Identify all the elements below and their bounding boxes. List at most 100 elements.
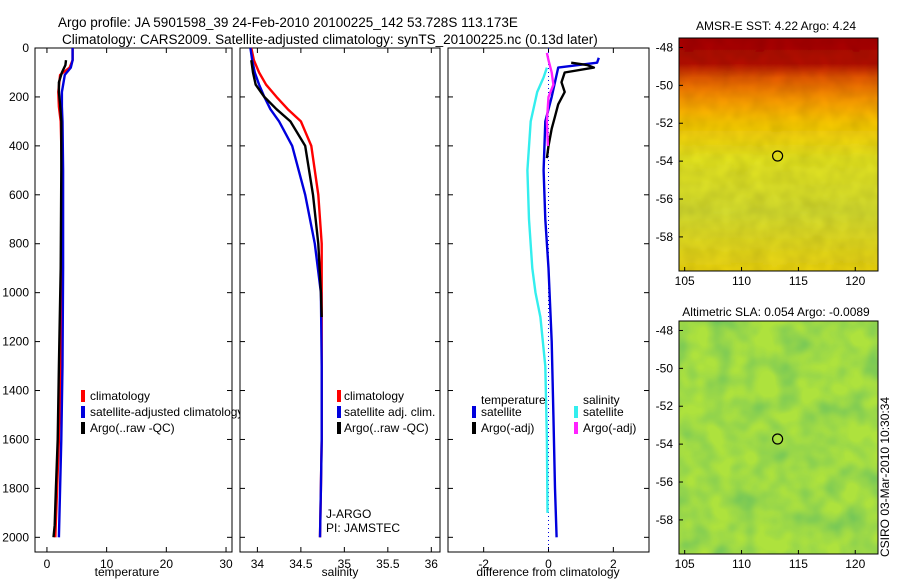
x-tick-label: 34.5: [289, 557, 313, 571]
sla-map-axes: 105 110 115 120 -48 -50 -52 -54 -56 -58: [656, 323, 866, 571]
map-x-tick-label: 110: [732, 557, 751, 571]
legend-swatch-satellite: [81, 406, 85, 418]
legend-swatch-salinity-satellite: [574, 406, 578, 418]
sla-map-frame: [678, 320, 879, 555]
temperature-x-axis: 0 10 20 30: [44, 48, 233, 571]
series-line-temperature-argo-adj: [545, 61, 596, 159]
legend-swatch-salinity-argo: [574, 422, 578, 434]
float-program-label: J-ARGO: [326, 507, 371, 521]
temperature-profile-lines: [52, 48, 74, 538]
temperature-legend: climatology satellite-adjusted climatolo…: [81, 389, 243, 435]
legend-climatology-label: climatology: [344, 389, 404, 403]
legend-climatology-label: climatology: [90, 389, 150, 403]
x-tick-label: 20: [160, 557, 174, 571]
x-tick-label: 35: [338, 557, 352, 571]
x-tick-label: 35.5: [376, 557, 400, 571]
salinity-x-axis: 34 34.5 35 35.5 36: [240, 47, 440, 571]
series-line-salinity-satellite: [526, 67, 549, 513]
legend-swatch-climatology: [81, 390, 85, 402]
series-line-argo-raw-qc: [52, 60, 68, 538]
legend-swatch-temperature-satellite: [472, 406, 476, 418]
y-tick-label: 800: [9, 237, 29, 251]
temperature-axes-frame: [34, 47, 233, 553]
map-x-tick-label: 120: [845, 274, 865, 288]
sst-float-location-marker: [771, 150, 784, 162]
x-tick-label: 36: [425, 557, 439, 571]
legend-salinity-argo-label: Argo(-adj): [583, 421, 636, 435]
difference-x-label: difference from climatology: [476, 565, 619, 579]
y-tick-label: 1000: [2, 286, 29, 300]
x-tick-label: -2: [478, 557, 489, 571]
salinity-profile-lines: [249, 47, 323, 538]
sst-map-axes: 105 110 115 120 -48 -50 -52 -54 -56 -58: [656, 40, 866, 288]
y-tick-label: 1800: [2, 481, 29, 495]
map-x-tick-label: 115: [789, 557, 808, 571]
legend-swatch-climatology: [337, 390, 341, 402]
sla-map-title: Altimetric SLA: 0.054 Argo: -0.0089: [682, 305, 870, 319]
legend-temperature-satellite-label: satellite: [481, 405, 522, 419]
salinity-panel: 34 34.5 35 35.5 36 salinity climatology sate…: [239, 47, 441, 579]
map-y-tick-label: -56: [656, 192, 674, 206]
legend-argo-label: Argo(..raw -QC): [344, 421, 429, 435]
sst-map-panel: AMSR-E SST: 4.22 Argo: 4.24 105 110 115 120…: [656, 19, 879, 288]
series-line-satellite-adj-clim: [249, 47, 323, 538]
sla-heatmap: [679, 321, 878, 554]
legend-argo-label: Argo(..raw -QC): [90, 421, 175, 435]
map-y-tick-label: -52: [656, 399, 674, 413]
float-pi-label: PI: JAMSTEC: [326, 521, 400, 535]
x-tick-label: 10: [100, 557, 114, 571]
sst-map-title: AMSR-E SST: 4.22 Argo: 4.24: [696, 19, 856, 33]
legend-salinity-header: salinity: [583, 393, 620, 407]
legend-swatch-satellite: [337, 406, 341, 418]
x-tick-label: 2: [610, 557, 617, 571]
difference-panel: -2 0 2 difference from climatology tempera…: [447, 47, 650, 579]
sst-heatmap: [679, 38, 878, 271]
map-x-tick-label: 110: [732, 274, 751, 288]
salinity-legend: climatology satellite adj. clim. Argo(..…: [337, 389, 435, 435]
map-x-tick-label: 105: [675, 557, 695, 571]
x-tick-label: 34: [251, 557, 265, 571]
y-tick-label: 1600: [2, 432, 29, 446]
map-y-tick-label: -54: [656, 154, 674, 168]
legend-satellite-label: satellite adj. clim.: [344, 405, 435, 419]
map-y-tick-label: -50: [656, 361, 674, 375]
pressure-axis: 0 200 400 600 800 1000 1200 1400 1600 1800 2000: [2, 41, 232, 544]
x-tick-label: 30: [219, 557, 233, 571]
temperature-x-label: temperature: [95, 565, 160, 579]
y-tick-label: 600: [9, 188, 29, 202]
legend-temperature-argo-label: Argo(-adj): [481, 421, 534, 435]
map-y-tick-label: -58: [656, 230, 674, 244]
temperature-panel: 0 200 400 600 800 1000 1200 1400 1600 1800 2000 0 1…: [2, 41, 243, 579]
map-x-tick-label: 115: [789, 274, 808, 288]
map-y-tick-label: -54: [656, 437, 674, 451]
difference-profile-lines: [526, 52, 600, 538]
y-tick-label: 200: [9, 90, 29, 104]
y-tick-label: 400: [9, 139, 29, 153]
sla-map-panel: Altimetric SLA: 0.054 Argo: -0.0089 105 1…: [656, 305, 879, 571]
y-tick-label: 0: [22, 41, 29, 55]
map-x-tick-label: 120: [845, 557, 865, 571]
legend-temperature-header: temperature: [481, 393, 546, 407]
legend-swatch-argo: [81, 422, 85, 434]
x-tick-label: 0: [44, 557, 51, 571]
y-tick-label: 1400: [2, 384, 29, 398]
difference-legend: temperature salinity satellite Argo(-adj…: [472, 393, 636, 435]
series-line-salinity-argo-adj: [545, 52, 555, 146]
legend-satellite-label: satellite-adjusted climatology: [90, 405, 243, 419]
title-line-2: Climatology: CARS2009. Satellite-adjuste…: [62, 32, 598, 47]
legend-salinity-satellite-label: satellite: [583, 405, 624, 419]
map-y-tick-label: -48: [656, 40, 674, 54]
sst-map-frame: [678, 37, 879, 272]
x-tick-label: 0: [545, 557, 552, 571]
series-line-argo-raw-qc: [250, 60, 323, 318]
series-line-temperature-satellite: [542, 57, 600, 538]
side-timestamp: CSIRO 03-Mar-2010 10:30:34: [878, 397, 892, 557]
salinity-x-label: salinity: [322, 565, 359, 579]
sla-float-location-marker: [771, 433, 784, 445]
salinity-axes-frame: [239, 47, 441, 553]
title-line-1: Argo profile: JA 5901598_39 24-Feb-2010 …: [58, 15, 518, 30]
legend-swatch-argo: [337, 422, 341, 434]
map-x-tick-label: 105: [675, 274, 695, 288]
legend-swatch-temperature-argo: [472, 422, 476, 434]
